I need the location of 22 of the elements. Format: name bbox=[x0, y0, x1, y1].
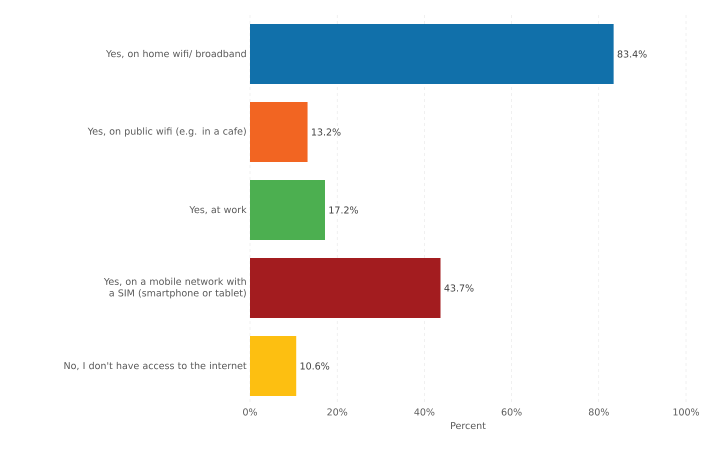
data-label: 10.6% bbox=[300, 362, 330, 370]
x-tick-label: 20% bbox=[327, 408, 348, 416]
bar bbox=[250, 24, 614, 84]
x-axis-title: Percent bbox=[451, 422, 486, 430]
y-tick-label: Yes, at work bbox=[189, 206, 247, 214]
data-label: 83.4% bbox=[618, 50, 647, 58]
x-tick-label: 40% bbox=[414, 408, 434, 416]
y-tick-label: Yes, on a mobile network with a SIM (smartphone or tablet) bbox=[104, 278, 246, 298]
y-tick-label: Yes, on public wifi (e.g. in a cafe) bbox=[88, 127, 246, 137]
x-tick-label: 80% bbox=[588, 408, 609, 416]
x-tick-label: 0% bbox=[243, 408, 258, 416]
bar bbox=[250, 102, 308, 162]
data-label: 43.7% bbox=[444, 284, 474, 292]
x-tick-label: 100% bbox=[673, 408, 700, 416]
y-tick-label: No, I don't have access to the internet bbox=[64, 362, 246, 370]
y-tick-label: Yes, on home wifi/ broadband bbox=[106, 50, 246, 58]
bar bbox=[250, 258, 441, 318]
bar bbox=[250, 180, 325, 240]
bar bbox=[250, 336, 296, 396]
data-label: 13.2% bbox=[312, 128, 341, 136]
x-tick-label: 60% bbox=[502, 408, 522, 416]
data-label: 17.2% bbox=[329, 206, 358, 214]
